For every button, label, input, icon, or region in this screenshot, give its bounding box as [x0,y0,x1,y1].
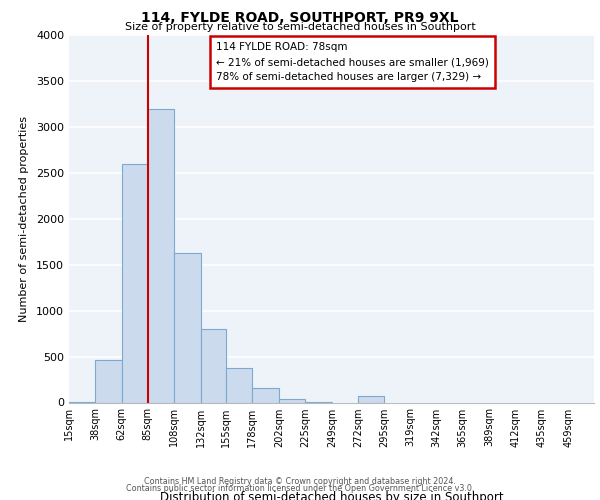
Text: Contains HM Land Registry data © Crown copyright and database right 2024.: Contains HM Land Registry data © Crown c… [144,477,456,486]
Bar [148,108,173,403]
Bar [95,360,122,403]
Bar [252,388,279,402]
Text: 114, FYLDE ROAD, SOUTHPORT, PR9 9XL: 114, FYLDE ROAD, SOUTHPORT, PR9 9XL [141,11,459,25]
Bar [122,164,148,402]
Text: Contains public sector information licensed under the Open Government Licence v3: Contains public sector information licen… [126,484,474,493]
Bar [200,329,226,402]
Bar [358,396,384,402]
Text: Size of property relative to semi-detached houses in Southport: Size of property relative to semi-detach… [125,22,475,32]
X-axis label: Distribution of semi-detached houses by size in Southport: Distribution of semi-detached houses by … [160,492,503,500]
Bar [173,252,200,402]
Y-axis label: Number of semi-detached properties: Number of semi-detached properties [19,116,29,322]
Bar [279,399,305,402]
Bar [226,368,252,402]
Text: 114 FYLDE ROAD: 78sqm
← 21% of semi-detached houses are smaller (1,969)
78% of s: 114 FYLDE ROAD: 78sqm ← 21% of semi-deta… [216,42,489,82]
